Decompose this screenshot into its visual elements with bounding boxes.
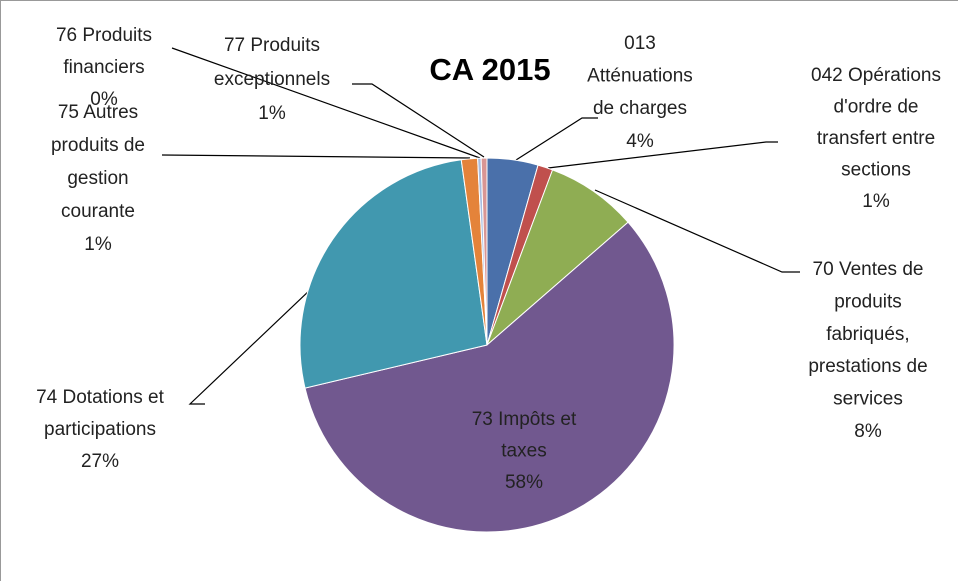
data-label: financiers: [63, 57, 144, 78]
data-label: produits: [834, 291, 902, 312]
data-label-value: 4%: [626, 131, 654, 152]
pie-slice: [299, 159, 488, 389]
data-label: participations: [44, 419, 156, 440]
data-label-value: 58%: [505, 472, 543, 493]
data-label-value: 1%: [862, 191, 890, 212]
leader-lines: [161, 47, 800, 405]
data-label: 013: [624, 33, 656, 54]
data-label-value: 27%: [81, 451, 119, 472]
data-label: d'ordre de: [834, 97, 919, 118]
data-label: fabriqués,: [826, 324, 909, 345]
data-label: de charges: [593, 98, 687, 119]
data-label: 70 Ventes de: [813, 259, 924, 280]
data-label: courante: [61, 201, 135, 222]
data-label: 73 Impôts et: [472, 409, 577, 430]
data-label: 76 Produits: [56, 25, 152, 46]
data-label: 77 Produits: [224, 35, 320, 56]
chart-title: CA 2015: [429, 52, 550, 87]
data-label: 74 Dotations et: [36, 387, 165, 408]
data-label-value: 1%: [84, 234, 112, 255]
data-label: exceptionnels: [214, 69, 330, 90]
pie-slice: [486, 169, 629, 346]
data-label-value: 1%: [258, 103, 286, 124]
data-label: 042 Opérations: [811, 65, 941, 86]
data-label: gestion: [67, 168, 128, 189]
pie-slice: [304, 221, 675, 533]
data-label: services: [833, 389, 903, 410]
data-label: taxes: [501, 441, 546, 462]
data-label: 75 Autres: [58, 102, 138, 123]
data-label: Atténuations: [587, 66, 693, 87]
data-label: transfert entre: [817, 128, 935, 149]
data-label: produits de: [51, 135, 145, 156]
data-label-value: 8%: [854, 421, 882, 442]
pie-slice: [480, 157, 488, 346]
data-label: sections: [841, 160, 911, 181]
data-label: prestations de: [808, 356, 927, 377]
data-label-value: 0%: [90, 89, 118, 110]
